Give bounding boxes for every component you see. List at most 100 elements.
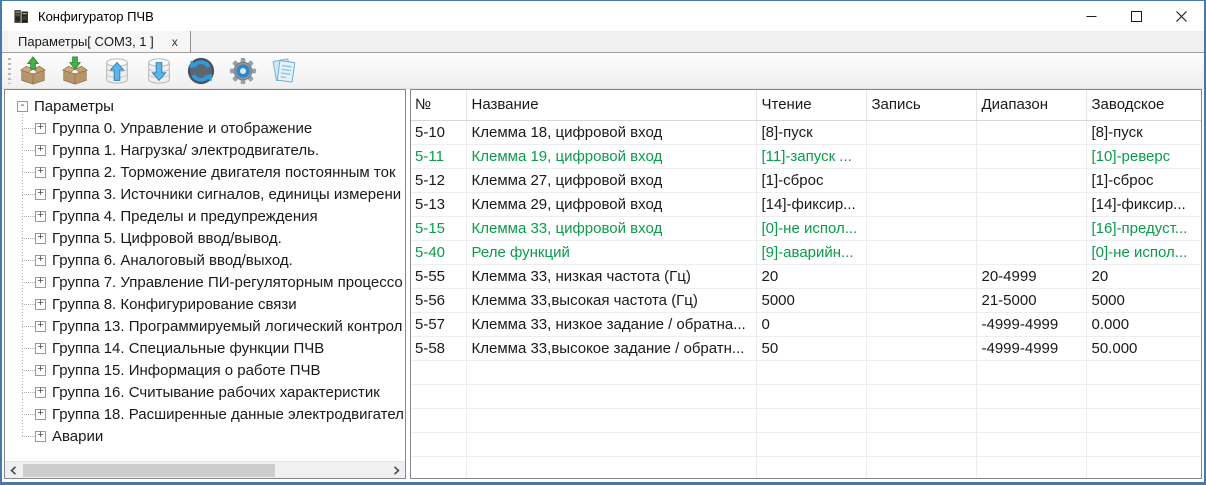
scrollbar-thumb[interactable] xyxy=(23,464,275,477)
cell-name: Клемма 33,высокое задание / обратн... xyxy=(465,336,756,361)
tree-connector xyxy=(22,237,35,239)
expand-icon[interactable]: + xyxy=(35,232,46,244)
empty-cell xyxy=(755,384,866,409)
parameter-table-panel: № Название Чтение Запись Диапазон Заводское 5… xyxy=(410,89,1202,479)
empty-cell xyxy=(865,456,976,478)
expand-icon[interactable]: + xyxy=(35,144,46,156)
empty-cell xyxy=(865,408,976,433)
empty-cell xyxy=(865,384,976,409)
settings-button[interactable] xyxy=(227,55,259,87)
cell-range xyxy=(975,216,1086,241)
cell-factory: 5000 xyxy=(1085,288,1201,313)
tree-connector xyxy=(22,193,35,195)
tree-item-label: Группа 1. Нагрузка/ электродвигатель. xyxy=(52,141,320,159)
report-button[interactable] xyxy=(269,55,301,87)
db-upload-button[interactable] xyxy=(101,55,133,87)
cell-name: Клемма 33, низкое задание / обратна... xyxy=(465,312,756,337)
scroll-left-button[interactable] xyxy=(5,462,22,478)
content-area: - Параметры + Группа 0. Управление и отоб… xyxy=(2,89,1204,479)
expand-icon[interactable]: + xyxy=(35,430,46,442)
table-row[interactable]: 5-58 Клемма 33,высокое задание / обратн..… xyxy=(411,336,1201,361)
tab-close-icon[interactable]: x xyxy=(171,34,178,49)
tree-item[interactable]: + Группа 4. Пределы и предупреждения xyxy=(5,205,405,227)
cell-num: 5-10 xyxy=(411,120,466,145)
box-upload-button[interactable] xyxy=(17,55,49,87)
scroll-right-button[interactable] xyxy=(388,462,405,478)
tree-item[interactable]: + Группа 7. Управление ПИ-регуляторным пр… xyxy=(5,271,405,293)
minimize-button[interactable] xyxy=(1069,1,1114,31)
tree-item[interactable]: + Группа 2. Торможение двигателя постоянн… xyxy=(5,161,405,183)
tab-parameters[interactable]: Параметры[ COM3, 1 ] x xyxy=(8,31,191,52)
empty-cell xyxy=(465,408,756,433)
expand-icon[interactable]: + xyxy=(35,254,46,266)
expand-icon[interactable]: + xyxy=(35,386,46,398)
cell-factory: [1]-сброс xyxy=(1085,168,1201,193)
expand-icon[interactable]: + xyxy=(35,188,46,200)
app-icon xyxy=(14,9,28,23)
table-row[interactable]: 5-11 Клемма 19, цифровой вход [11]-запуск … xyxy=(411,144,1201,169)
expand-icon[interactable]: + xyxy=(35,210,46,222)
cell-factory: 0.000 xyxy=(1085,312,1201,337)
expand-icon[interactable]: + xyxy=(35,122,46,134)
tree-item[interactable]: + Группа 8. Конфигурирование связи xyxy=(5,293,405,315)
empty-cell xyxy=(755,360,866,385)
table-row[interactable]: 5-13 Клемма 29, цифровой вход [14]-фиксир.… xyxy=(411,192,1201,217)
refresh-button[interactable] xyxy=(185,55,217,87)
tree-item[interactable]: + Группа 3. Источники сигналов, единицы и… xyxy=(5,183,405,205)
cell-factory: [16]-предуст... xyxy=(1085,216,1201,241)
maximize-button[interactable] xyxy=(1114,1,1159,31)
expand-icon[interactable]: + xyxy=(35,298,46,310)
db-download-button[interactable] xyxy=(143,55,175,87)
table-row[interactable]: 5-12 Клемма 27, цифровой вход [1]-сброс [1]… xyxy=(411,168,1201,193)
column-header: № xyxy=(411,90,466,121)
expand-icon[interactable]: + xyxy=(35,408,46,420)
cell-range xyxy=(975,192,1086,217)
expand-icon[interactable]: + xyxy=(35,276,46,288)
empty-cell xyxy=(1085,360,1201,385)
table-row[interactable]: 5-10 Клемма 18, цифровой вход [8]-пуск [8]-… xyxy=(411,120,1201,145)
tree-item-label: Группа 4. Пределы и предупреждения xyxy=(52,207,318,225)
cell-range xyxy=(975,144,1086,169)
chevron-right-icon xyxy=(393,465,400,475)
window-title: Конфигуратор ПЧВ xyxy=(38,8,154,24)
box-download-button[interactable] xyxy=(59,55,91,87)
collapse-icon[interactable]: - xyxy=(17,100,28,112)
tree-item[interactable]: + Группа 5. Цифровой ввод/вывод. xyxy=(5,227,405,249)
tree-horizontal-scrollbar[interactable] xyxy=(5,461,405,478)
cell-num: 5-57 xyxy=(411,312,466,337)
expand-icon[interactable]: + xyxy=(35,166,46,178)
tree-item[interactable]: + Группа 16. Считывание рабочих характери… xyxy=(5,381,405,403)
close-button[interactable] xyxy=(1159,1,1204,31)
tree-item-root[interactable]: - Параметры xyxy=(5,95,405,117)
tree-connector xyxy=(22,259,35,261)
empty-cell xyxy=(411,408,466,433)
cell-factory: 50.000 xyxy=(1085,336,1201,361)
table-row[interactable]: 5-56 Клемма 33,высокая частота (Гц) 5000 21… xyxy=(411,288,1201,313)
tree-item[interactable]: + Группа 15. Информация о работе ПЧВ xyxy=(5,359,405,381)
table-row[interactable]: 5-40 Реле функций [9]-аварийн... [0]-не исп… xyxy=(411,240,1201,265)
tree-item[interactable]: + Группа 6. Аналоговый ввод/выход. xyxy=(5,249,405,271)
table-row[interactable]: 5-55 Клемма 33, низкая частота (Гц) 20 20-4… xyxy=(411,264,1201,289)
cell-read: 50 xyxy=(755,336,866,361)
expand-icon[interactable]: + xyxy=(35,320,46,332)
tree-item-label: Группа 2. Торможение двигателя постоянны… xyxy=(52,163,396,181)
tree-item-label: Аварии xyxy=(52,427,104,445)
tree-item[interactable]: + Группа 0. Управление и отображение xyxy=(5,117,405,139)
cell-read: [0]-не испол... xyxy=(755,216,866,241)
table-row[interactable]: 5-15 Клемма 33, цифровой вход [0]-не испол… xyxy=(411,216,1201,241)
empty-row xyxy=(411,384,1201,409)
close-icon xyxy=(1176,10,1187,22)
table-body: 5-10 Клемма 18, цифровой вход [8]-пуск [8]-… xyxy=(411,120,1201,478)
tree-item[interactable]: + Аварии xyxy=(5,425,405,447)
tree-item[interactable]: + Группа 14. Специальные функции ПЧВ xyxy=(5,337,405,359)
tree-item[interactable]: + Группа 1. Нагрузка/ электродвигатель. xyxy=(5,139,405,161)
toolbar-gripper xyxy=(8,57,11,84)
tree-connector xyxy=(22,149,35,151)
cell-name: Клемма 18, цифровой вход xyxy=(465,120,756,145)
cell-range: -4999-4999 xyxy=(975,336,1086,361)
expand-icon[interactable]: + xyxy=(35,364,46,376)
tree-item[interactable]: + Группа 18. Расширенные данные электродв… xyxy=(5,403,405,425)
expand-icon[interactable]: + xyxy=(35,342,46,354)
table-row[interactable]: 5-57 Клемма 33, низкое задание / обратна.… xyxy=(411,312,1201,337)
tree-item[interactable]: + Группа 13. Программируемый логический к… xyxy=(5,315,405,337)
